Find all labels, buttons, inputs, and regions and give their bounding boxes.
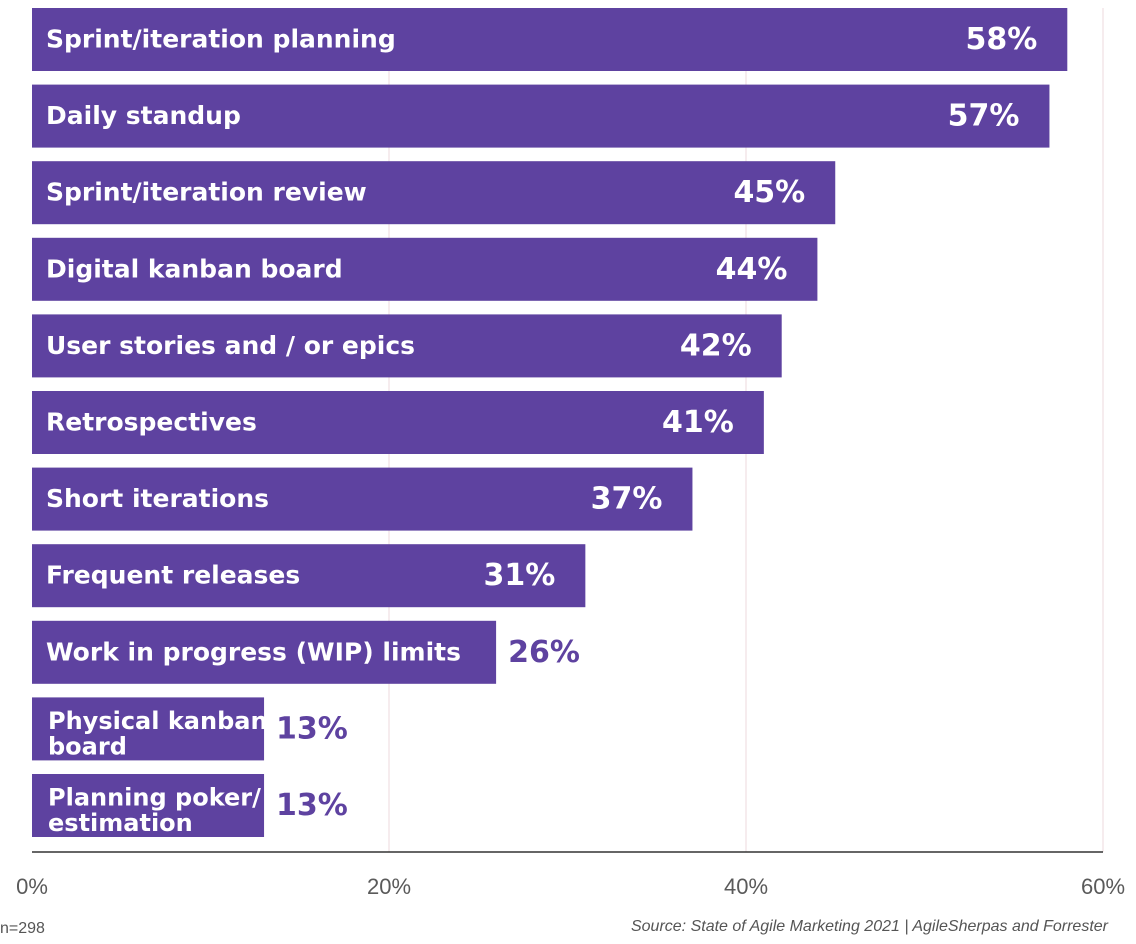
x-tick-label-2: 40%: [724, 874, 768, 899]
bar-label-8: Work in progress (WIP) limits: [46, 637, 461, 666]
sample-size-note: n=298: [0, 920, 45, 937]
bar-label-10: Planning poker/estimation: [48, 784, 261, 837]
bar-value-0: 58%: [965, 22, 1037, 57]
bar-1: [32, 84, 1050, 148]
x-tick-label-1: 20%: [367, 874, 411, 899]
bar-value-7: 31%: [484, 558, 556, 593]
x-tick-label-0: 0%: [16, 874, 48, 899]
bar-value-9: 13%: [276, 711, 348, 746]
bar-value-10: 13%: [276, 788, 348, 823]
bar-10: [32, 774, 265, 837]
bar-label-7: Frequent releases: [46, 561, 300, 590]
bar-label-0: Sprint/iteration planning: [46, 25, 396, 54]
bar-4: [32, 314, 782, 378]
bar-label-6: Short iterations: [46, 484, 269, 513]
bar-5: [32, 391, 764, 454]
bar-2: [32, 161, 836, 225]
bar-label-2: Sprint/iteration review: [46, 178, 367, 207]
bar-value-5: 41%: [662, 405, 734, 440]
bar-0: [32, 8, 1068, 71]
bar-label-3: Digital kanban board: [46, 254, 343, 283]
bar-label-9: Physical kanban board: [48, 707, 268, 760]
x-tick-label-3: 60%: [1081, 874, 1125, 899]
bar-3: [32, 237, 818, 301]
bar-6: [32, 467, 693, 531]
bar-value-8: 26%: [508, 635, 580, 670]
bar-value-1: 57%: [948, 99, 1020, 134]
source-note: Source: State of Agile Marketing 2021 | …: [630, 918, 1108, 935]
bar-9: [32, 697, 265, 761]
bar-value-3: 44%: [716, 252, 788, 287]
bar-value-2: 45%: [733, 175, 805, 210]
bar-8: [32, 620, 497, 684]
bar-label-1: Daily standup: [46, 101, 241, 130]
bar-7: [32, 544, 586, 608]
bar-label-5: Retrospectives: [46, 408, 257, 437]
bar-value-6: 37%: [591, 482, 663, 517]
bar-label-4: User stories and / or epics: [46, 331, 415, 360]
bar-value-4: 42%: [680, 328, 752, 363]
